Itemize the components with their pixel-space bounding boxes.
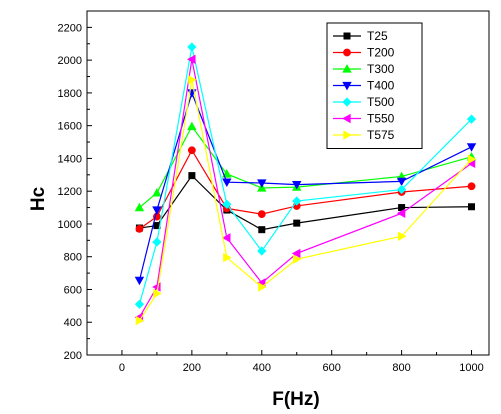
x-tick-label: 0 <box>119 362 125 374</box>
data-point <box>257 246 267 256</box>
data-point <box>134 202 145 212</box>
data-point <box>257 179 267 188</box>
y-tick-label: 2000 <box>58 55 82 67</box>
data-point <box>257 210 266 219</box>
legend: T25 T200 T300 T400 T500 T550 T575 <box>326 22 423 149</box>
series-line <box>138 46 472 305</box>
series-line <box>138 59 472 318</box>
data-point <box>135 315 145 326</box>
y-axis-ticks: 200 400 600 800 1000 1200 1400 1600 1800 2000 2200 <box>58 22 92 362</box>
data-point <box>293 254 302 264</box>
y-tick-label: 1400 <box>58 153 82 165</box>
data-point <box>187 121 197 131</box>
y-tick-label: 200 <box>64 350 82 362</box>
y-tick-label: 800 <box>64 252 82 264</box>
legend-item: T200 <box>333 46 395 60</box>
y-tick-label: 600 <box>64 284 82 296</box>
legend-marker <box>342 97 352 107</box>
x-tick-label: 400 <box>253 362 271 374</box>
data-point <box>291 248 301 259</box>
legend-label: T550 <box>367 112 395 126</box>
series-layer <box>134 42 477 326</box>
y-tick-label: 1000 <box>58 219 82 231</box>
series-T25 <box>135 172 476 234</box>
legend-item: T575 <box>333 128 395 142</box>
legend-label: T300 <box>367 62 395 76</box>
data-point <box>222 199 232 209</box>
x-tick-label: 600 <box>323 362 341 374</box>
legend-marker <box>343 48 351 57</box>
legend-marker <box>342 113 351 124</box>
series-T400 <box>134 89 477 286</box>
legend-item: T500 <box>333 95 395 109</box>
data-point <box>135 224 144 233</box>
data-point <box>187 42 197 52</box>
y-tick-label: 1600 <box>58 121 82 133</box>
x-tick-label: 800 <box>392 362 410 374</box>
legend-item: T400 <box>333 79 395 93</box>
legend-label: T500 <box>367 95 395 109</box>
data-point <box>292 196 302 206</box>
data-point <box>293 219 301 227</box>
data-point <box>222 233 231 243</box>
data-point <box>396 177 407 187</box>
legend-marker <box>343 130 352 140</box>
series-T500 <box>134 42 477 309</box>
legend-label: T25 <box>367 29 388 43</box>
data-point <box>466 114 477 124</box>
data-point <box>134 299 145 309</box>
data-point <box>397 231 407 241</box>
legend-marker <box>342 64 352 73</box>
data-point <box>258 282 267 292</box>
data-point <box>468 203 476 211</box>
x-tick-label: 1000 <box>459 362 483 374</box>
plot-frame <box>86 10 490 356</box>
legend-label: T400 <box>367 79 395 93</box>
data-point <box>467 182 476 191</box>
x-axis-title: F(Hz) <box>272 389 319 410</box>
legend-item: T25 <box>333 29 388 43</box>
data-point <box>153 288 162 299</box>
legend-label: T575 <box>367 128 395 142</box>
series-T575 <box>135 75 477 326</box>
data-point <box>187 54 196 65</box>
series-line <box>139 125 472 209</box>
series-line <box>139 149 472 230</box>
data-point <box>223 252 232 263</box>
data-point <box>292 180 302 190</box>
data-point <box>152 237 162 247</box>
data-point <box>188 172 196 180</box>
data-point <box>222 178 232 187</box>
series-line <box>139 174 472 231</box>
data-point <box>152 188 162 197</box>
legend-item: T300 <box>333 62 395 76</box>
y-tick-label: 2200 <box>58 22 82 34</box>
y-tick-label: 400 <box>64 317 82 329</box>
y-axis-title: Hc <box>28 186 49 211</box>
data-point <box>258 226 266 234</box>
x-tick-label: 200 <box>183 362 201 374</box>
data-point <box>467 154 477 164</box>
series-T200 <box>135 146 476 233</box>
series-line <box>138 79 472 321</box>
data-point <box>188 75 197 85</box>
data-point <box>134 276 145 286</box>
legend-marker <box>342 81 352 91</box>
data-point <box>396 184 407 195</box>
legend-item: T550 <box>333 112 395 126</box>
data-point <box>152 206 162 215</box>
x-axis-ticks: 0 200 400 600 800 1000 <box>86 350 484 374</box>
legend-label: T200 <box>367 46 395 60</box>
y-tick-label: 1800 <box>58 88 82 100</box>
series-line <box>138 91 472 281</box>
series-T550 <box>134 54 476 323</box>
y-tick-label: 1200 <box>58 186 82 198</box>
legend-marker <box>343 32 351 40</box>
data-point <box>466 143 477 152</box>
data-point <box>396 208 406 219</box>
data-point <box>187 146 196 155</box>
